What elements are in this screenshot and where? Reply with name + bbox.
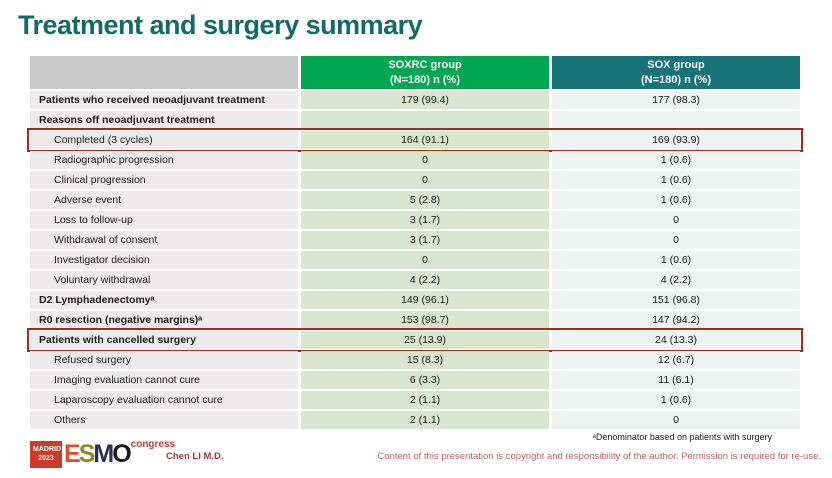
row-label: Others xyxy=(30,411,298,429)
esmo-congress-logo: MADRID 2023 ESMO congress xyxy=(30,439,176,468)
table-row: R0 resection (negative margins)ᵃ 153 (98… xyxy=(30,311,800,329)
row-label: Adverse event xyxy=(30,191,298,209)
row-label: Completed (3 cycles) xyxy=(30,131,298,149)
table-row: Clinical progression 0 1 (0.6) xyxy=(30,171,800,189)
table-row: Reasons off neoadjuvant treatment xyxy=(30,111,800,129)
sox-value: 12 (6.7) xyxy=(552,351,800,369)
table-footnote: ᵃDenominator based on patients with surg… xyxy=(592,432,772,442)
copyright-notice: Content of this presentation is copyrigh… xyxy=(377,451,821,462)
soxrc-value: 5 (2.8) xyxy=(301,191,549,209)
sox-value: 11 (6.1) xyxy=(552,371,800,389)
row-label: D2 Lymphadenectomyᵃ xyxy=(30,291,298,309)
row-label: Investigator decision xyxy=(30,251,298,269)
row-label: Laparoscopy evaluation cannot cure xyxy=(30,391,298,409)
row-label: Refused surgery xyxy=(30,351,298,369)
soxrc-value: 25 (13.9) xyxy=(301,331,549,349)
soxrc-value: 3 (1.7) xyxy=(301,231,549,249)
sox-value: 4 (2.2) xyxy=(552,271,800,289)
soxrc-value xyxy=(301,111,549,129)
row-label: R0 resection (negative margins)ᵃ xyxy=(30,311,298,329)
sox-value: 147 (94.2) xyxy=(552,311,800,329)
soxrc-value: 0 xyxy=(301,171,549,189)
table-row: Imaging evaluation cannot cure 6 (3.3) 1… xyxy=(30,371,800,389)
sox-value: 0 xyxy=(552,411,800,429)
sox-value: 151 (96.8) xyxy=(552,291,800,309)
sox-value: 1 (0.6) xyxy=(552,171,800,189)
soxrc-value: 0 xyxy=(301,251,549,269)
sox-value xyxy=(552,111,800,129)
soxrc-value: 6 (3.3) xyxy=(301,371,549,389)
header-soxrc-line1: SOXRC group xyxy=(388,59,462,72)
sox-value: 1 (0.6) xyxy=(552,151,800,169)
sox-value: 1 (0.6) xyxy=(552,391,800,409)
page-title: Treatment and surgery summary xyxy=(18,10,423,40)
table-row: D2 Lymphadenectomyᵃ 149 (96.1) 151 (96.8… xyxy=(30,291,800,309)
table-row: Patients with cancelled surgery 25 (13.9… xyxy=(27,328,803,352)
logo-year: 2023 xyxy=(38,454,54,462)
table-row: Completed (3 cycles) 164 (91.1) 169 (93.… xyxy=(27,128,803,152)
soxrc-value: 153 (98.7) xyxy=(301,311,549,329)
sox-value: 0 xyxy=(552,231,800,249)
row-label: Voluntary withdrawal xyxy=(30,271,298,289)
row-label: Withdrawal of consent xyxy=(30,231,298,249)
soxrc-value: 3 (1.7) xyxy=(301,211,549,229)
soxrc-value: 149 (96.1) xyxy=(301,291,549,309)
soxrc-value: 2 (1.1) xyxy=(301,391,549,409)
header-soxrc-line2: (N=180) n (%) xyxy=(390,73,460,86)
row-label: Loss to follow-up xyxy=(30,211,298,229)
header-sox-line1: SOX group xyxy=(647,59,705,72)
table-header-row: SOXRC group (N=180) n (%) SOX group (N=1… xyxy=(30,56,800,89)
table-body: Patients who received neoadjuvant treatm… xyxy=(27,91,803,429)
soxrc-value: 4 (2.2) xyxy=(301,271,549,289)
table-row: Patients who received neoadjuvant treatm… xyxy=(30,91,800,109)
logo-city: MADRID xyxy=(33,446,61,454)
row-label: Patients with cancelled surgery xyxy=(30,331,298,349)
esmo-letter-s: S xyxy=(78,440,96,468)
table-row: Withdrawal of consent 3 (1.7) 0 xyxy=(30,231,800,249)
row-label: Reasons off neoadjuvant treatment xyxy=(30,111,298,129)
header-sox-group: SOX group (N=180) n (%) xyxy=(552,56,800,89)
sox-value: 1 (0.6) xyxy=(552,191,800,209)
table-row: Others 2 (1.1) 0 xyxy=(30,411,800,429)
esmo-letter-m: M xyxy=(93,440,114,468)
header-soxrc-group: SOXRC group (N=180) n (%) xyxy=(301,56,549,89)
soxrc-value: 179 (99.4) xyxy=(301,91,549,109)
sox-value: 0 xyxy=(552,211,800,229)
row-label: Clinical progression xyxy=(30,171,298,189)
soxrc-value: 0 xyxy=(301,151,549,169)
soxrc-value: 2 (1.1) xyxy=(301,411,549,429)
sox-value: 169 (93.9) xyxy=(552,131,800,149)
soxrc-value: 15 (8.3) xyxy=(301,351,549,369)
esmo-letter-e: E xyxy=(64,440,81,468)
esmo-letter-o: O xyxy=(112,440,132,468)
row-label: Radiographic progression xyxy=(30,151,298,169)
presenter-name: Chen LI M.D. xyxy=(166,451,224,462)
table-row: Voluntary withdrawal 4 (2.2) 4 (2.2) xyxy=(30,271,800,289)
sox-value: 24 (13.3) xyxy=(552,331,800,349)
soxrc-value: 164 (91.1) xyxy=(301,131,549,149)
header-blank-cell xyxy=(30,56,298,89)
row-label: Patients who received neoadjuvant treatm… xyxy=(30,91,298,109)
sox-value: 177 (98.3) xyxy=(552,91,800,109)
table-row: Loss to follow-up 3 (1.7) 0 xyxy=(30,211,800,229)
table-row: Radiographic progression 0 1 (0.6) xyxy=(30,151,800,169)
header-sox-line2: (N=180) n (%) xyxy=(641,73,711,86)
madrid-2023-badge: MADRID 2023 xyxy=(30,441,62,468)
row-label: Imaging evaluation cannot cure xyxy=(30,371,298,389)
table-row: Investigator decision 0 1 (0.6) xyxy=(30,251,800,269)
esmo-wordmark: ESMO xyxy=(64,440,132,468)
congress-label: congress xyxy=(130,439,176,450)
table-row: Adverse event 5 (2.8) 1 (0.6) xyxy=(30,191,800,209)
table-row: Refused surgery 15 (8.3) 12 (6.7) xyxy=(30,351,800,369)
table-row: Laparoscopy evaluation cannot cure 2 (1.… xyxy=(30,391,800,409)
summary-table: SOXRC group (N=180) n (%) SOX group (N=1… xyxy=(27,56,803,431)
sox-value: 1 (0.6) xyxy=(552,251,800,269)
